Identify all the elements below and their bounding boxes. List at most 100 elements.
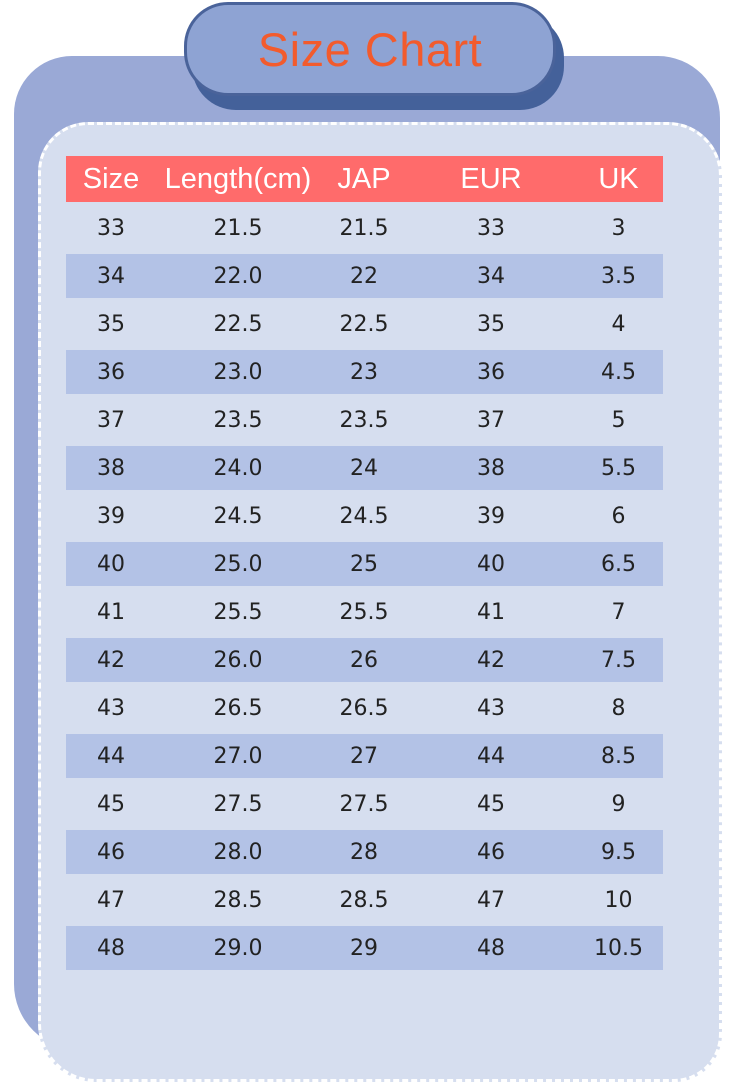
cell-length: 24.5 (213, 503, 263, 529)
cell-uk: 7 (611, 599, 626, 625)
cell-eur: 45 (477, 791, 505, 817)
cell-length: 22.5 (213, 311, 263, 337)
cell-length: 26.5 (213, 695, 263, 721)
cell-length: 23.5 (213, 407, 263, 433)
cell-size: 37 (97, 407, 125, 433)
cell-eur: 34 (477, 263, 505, 289)
cell-eur: 33 (477, 215, 505, 241)
cell-eur: 47 (477, 887, 505, 913)
cell-length: 25.5 (213, 599, 263, 625)
cell-length: 28.0 (213, 839, 263, 865)
table-row: 38 24.0 24 38 5.5 (66, 446, 663, 490)
cell-eur: 42 (477, 647, 505, 673)
cell-eur: 35 (477, 311, 505, 337)
cell-jap: 24 (350, 455, 378, 481)
cell-jap: 24.5 (339, 503, 389, 529)
table-row: 46 28.0 28 46 9.5 (66, 830, 663, 874)
cell-size: 33 (97, 215, 125, 241)
size-table: Size Length(cm) JAP EUR UK 33 21.5 21.5 33 3… (66, 156, 663, 972)
cell-jap: 26.5 (339, 695, 389, 721)
table-row: 34 22.0 22 34 3.5 (66, 254, 663, 298)
cell-jap: 25 (350, 551, 378, 577)
cell-length: 25.0 (213, 551, 263, 577)
cell-jap: 25.5 (339, 599, 389, 625)
cell-size: 44 (97, 743, 125, 769)
table-row: 33 21.5 21.5 33 3 (66, 204, 663, 252)
cell-eur: 44 (477, 743, 505, 769)
cell-eur: 40 (477, 551, 505, 577)
cell-eur: 36 (477, 359, 505, 385)
cell-jap: 29 (350, 935, 378, 961)
table-body: 33 21.5 21.5 33 3 34 22.0 22 34 3.5 35 22.5 22.5 35 4 3… (66, 204, 663, 970)
cell-jap: 21.5 (339, 215, 389, 241)
page-title: Size Chart (257, 22, 483, 76)
cell-uk: 3 (611, 215, 626, 241)
cell-eur: 39 (477, 503, 505, 529)
header-length: Length(cm) (164, 162, 312, 195)
table-row: 48 29.0 29 48 10.5 (66, 926, 663, 970)
header-jap: JAP (337, 162, 391, 195)
table-row: 35 22.5 22.5 35 4 (66, 300, 663, 348)
cell-uk: 5.5 (601, 455, 636, 481)
cell-jap: 27.5 (339, 791, 389, 817)
cell-jap: 26 (350, 647, 378, 673)
table-row: 44 27.0 27 44 8.5 (66, 734, 663, 778)
cell-uk: 10.5 (594, 935, 643, 961)
cell-length: 28.5 (213, 887, 263, 913)
cell-eur: 41 (477, 599, 505, 625)
cell-size: 35 (97, 311, 125, 337)
cell-uk: 4.5 (601, 359, 636, 385)
cell-length: 27.0 (213, 743, 263, 769)
cell-jap: 22.5 (339, 311, 389, 337)
table-row: 39 24.5 24.5 39 6 (66, 492, 663, 540)
cell-uk: 6 (611, 503, 626, 529)
cell-jap: 28.5 (339, 887, 389, 913)
cell-size: 39 (97, 503, 125, 529)
header-eur: EUR (460, 162, 522, 195)
cell-uk: 9 (611, 791, 626, 817)
table-row: 40 25.0 25 40 6.5 (66, 542, 663, 586)
cell-jap: 23 (350, 359, 378, 385)
cell-uk: 3.5 (601, 263, 636, 289)
cell-uk: 9.5 (601, 839, 636, 865)
cell-jap: 22 (350, 263, 378, 289)
cell-size: 34 (97, 263, 125, 289)
cell-size: 47 (97, 887, 125, 913)
header-uk: UK (598, 162, 639, 195)
cell-length: 23.0 (213, 359, 263, 385)
cell-eur: 43 (477, 695, 505, 721)
cell-size: 40 (97, 551, 125, 577)
table-header-row: Size Length(cm) JAP EUR UK (66, 156, 663, 202)
cell-length: 26.0 (213, 647, 263, 673)
table-row: 36 23.0 23 36 4.5 (66, 350, 663, 394)
header-size: Size (82, 162, 140, 195)
table-row: 41 25.5 25.5 41 7 (66, 588, 663, 636)
cell-size: 46 (97, 839, 125, 865)
cell-size: 36 (97, 359, 125, 385)
table-row: 42 26.0 26 42 7.5 (66, 638, 663, 682)
cell-size: 42 (97, 647, 125, 673)
cell-size: 48 (97, 935, 125, 961)
cell-size: 41 (97, 599, 125, 625)
cell-size: 45 (97, 791, 125, 817)
cell-uk: 7.5 (601, 647, 636, 673)
cell-uk: 6.5 (601, 551, 636, 577)
table-row: 43 26.5 26.5 43 8 (66, 684, 663, 732)
cell-uk: 5 (611, 407, 626, 433)
cell-size: 43 (97, 695, 125, 721)
cell-uk: 10 (604, 887, 633, 913)
cell-length: 21.5 (213, 215, 263, 241)
cell-length: 24.0 (213, 455, 263, 481)
table-row: 47 28.5 28.5 47 10 (66, 876, 663, 924)
cell-uk: 8 (611, 695, 626, 721)
cell-jap: 28 (350, 839, 378, 865)
title-pill: Size Chart (184, 2, 556, 96)
cell-uk: 4 (611, 311, 626, 337)
cell-jap: 23.5 (339, 407, 389, 433)
table-row: 37 23.5 23.5 37 5 (66, 396, 663, 444)
cell-eur: 38 (477, 455, 505, 481)
cell-eur: 37 (477, 407, 505, 433)
cell-size: 38 (97, 455, 125, 481)
cell-uk: 8.5 (601, 743, 636, 769)
cell-length: 27.5 (213, 791, 263, 817)
